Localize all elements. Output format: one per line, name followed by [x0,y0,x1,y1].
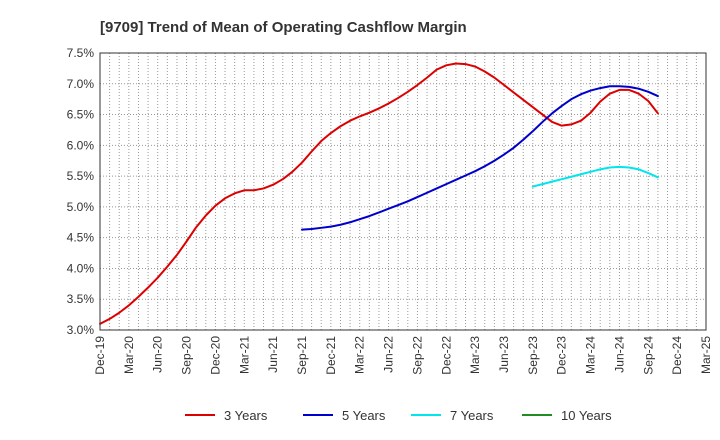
y-tick-label: 4.0% [67,261,95,275]
x-tick-label: Dec-22 [439,336,453,375]
x-tick-label: Sep-23 [526,336,540,375]
x-tick-label: Jun-24 [612,336,626,373]
grid [100,53,706,330]
legend-label: 5 Years [342,408,386,423]
y-tick-label: 5.5% [67,169,95,183]
legend: 3 Years 5 Years 7 Years 10 Years [185,408,612,423]
y-tick-label: 7.5% [67,46,95,60]
x-tick-label: Mar-25 [699,336,713,374]
y-tick-label: 6.0% [67,138,95,152]
series-line-1 [99,62,659,325]
chart-title: [9709] Trend of Mean of Operating Cashfl… [100,19,467,36]
x-tick-label: Jun-20 [151,336,165,373]
x-tick-label: Jun-21 [266,336,280,373]
x-tick-label: Mar-22 [353,336,367,374]
x-tick-label: Sep-22 [410,336,424,375]
y-tick-label: 6.5% [67,108,95,122]
x-tick-label: Dec-23 [555,336,569,375]
x-tick-label: Sep-20 [180,336,194,375]
x-axis-ticks: Dec-19 Mar-20 Jun-20 Sep-20 Dec-20 Mar-21 Jun-… [93,336,713,375]
plot-frame [99,52,707,331]
series-line-2 [301,85,659,231]
x-tick-label: Mar-23 [468,336,482,374]
x-tick-label: Sep-24 [641,336,655,375]
x-tick-label: Dec-20 [208,336,222,375]
y-tick-label: 5.0% [67,200,95,214]
y-tick-label: 3.5% [67,292,95,306]
x-tick-label: Dec-19 [93,336,107,375]
legend-label: 10 Years [561,408,612,423]
x-tick-label: Dec-21 [324,336,338,375]
series-lines [99,62,659,325]
y-axis-ticks: 3.0% 3.5% 4.0% 4.5% 5.0% 5.5% 6.0% 6.5% 7.0% 7.5% [67,46,95,337]
x-tick-label: Sep-21 [295,336,309,375]
x-tick-label: Mar-21 [237,336,251,374]
x-tick-label: Mar-20 [122,336,136,374]
y-tick-label: 3.0% [67,323,95,337]
x-tick-label: Mar-24 [584,336,598,374]
x-tick-label: Jun-23 [497,336,511,373]
y-tick-label: 4.5% [67,231,95,245]
x-tick-label: Dec-24 [670,336,684,375]
legend-label: 3 Years [224,408,268,423]
legend-label: 7 Years [450,408,494,423]
series-line-3 [531,165,659,188]
y-tick-label: 7.0% [67,77,95,91]
x-tick-label: Jun-22 [382,336,396,373]
